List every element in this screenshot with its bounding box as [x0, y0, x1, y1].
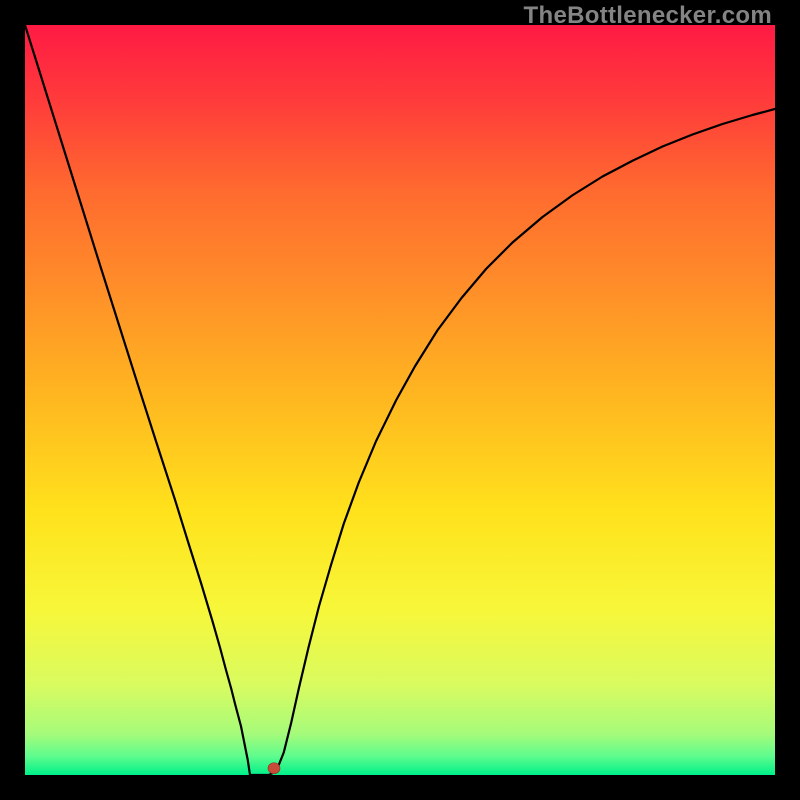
plot-svg: [25, 25, 775, 775]
chart-frame: TheBottlenecker.com: [0, 0, 800, 800]
optimal-point-marker: [268, 763, 280, 774]
plot-area: [25, 25, 775, 775]
gradient-background: [25, 25, 775, 775]
watermark-text: TheBottlenecker.com: [524, 2, 772, 30]
